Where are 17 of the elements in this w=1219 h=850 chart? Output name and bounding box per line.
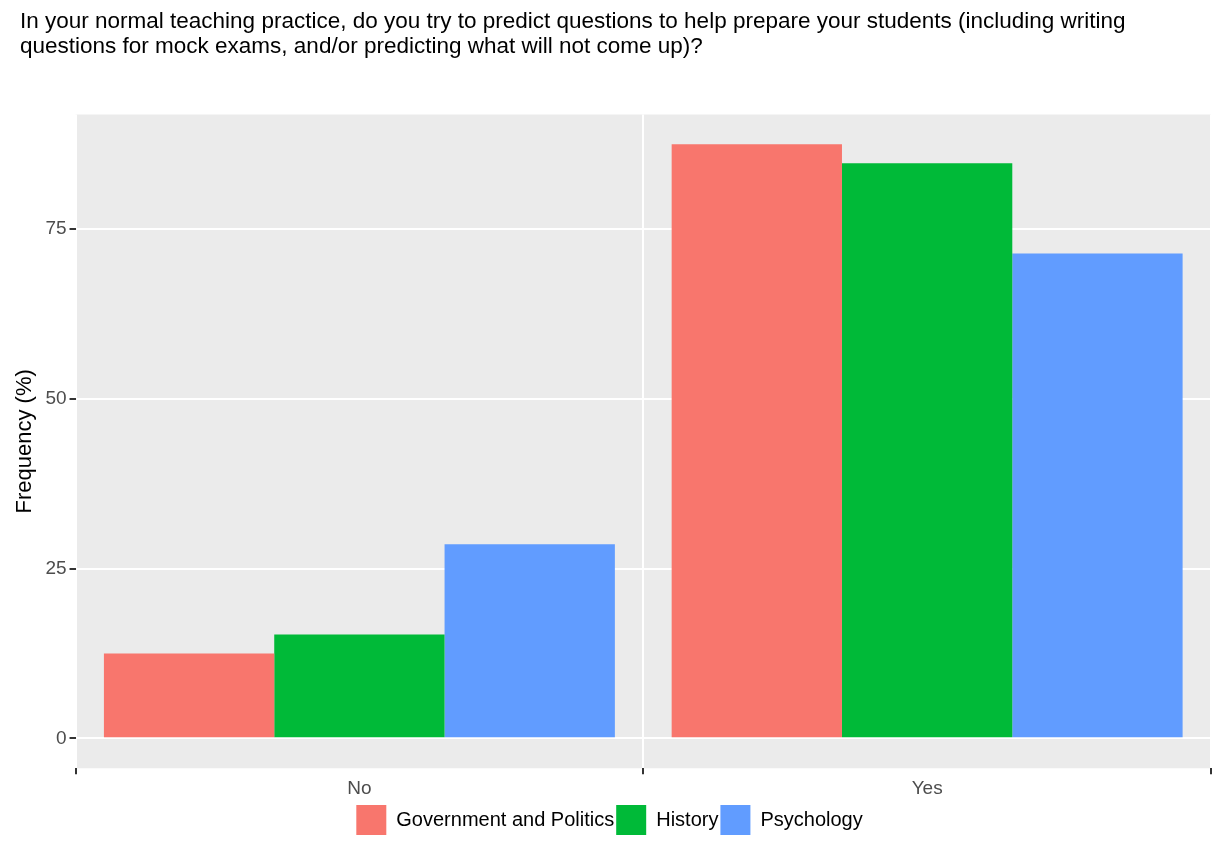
y-tick-label: 50 (45, 387, 67, 409)
legend-label: Government and Politics (396, 807, 615, 830)
legend-label: Psychology (760, 807, 863, 830)
y-tick-label: 75 (45, 217, 67, 239)
bar (274, 634, 445, 738)
bar (444, 544, 615, 738)
x-tick-label: Yes (911, 776, 943, 798)
bar (671, 144, 842, 738)
bar (841, 163, 1013, 738)
bar (1012, 253, 1183, 738)
x-tick-label: No (347, 776, 372, 798)
chart-title: In your normal teaching practice, do you try to predict questions to help prepare your students (including writing questions for mock exams, and/or predicting what will not come up)? (20, 8, 1127, 58)
legend-label: History (656, 807, 719, 830)
bar (103, 653, 275, 738)
y-axis-title: Frequency (%) (11, 369, 37, 514)
y-tick-label: 0 (55, 726, 67, 748)
y-tick-label: 25 (45, 556, 67, 578)
